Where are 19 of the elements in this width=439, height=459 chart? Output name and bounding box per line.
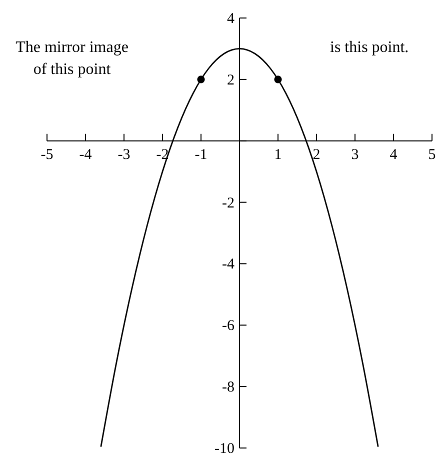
x-tick-label: -1 [194, 146, 208, 163]
y-tick-label: -2 [222, 195, 234, 212]
y-tick-label: -10 [214, 441, 234, 457]
y-tick-label: 4 [227, 11, 235, 27]
annotation: is this point. [330, 39, 409, 56]
y-tick-label: -4 [222, 256, 235, 273]
x-tick-label: 5 [428, 146, 436, 163]
annotation: The mirror image of this point [16, 39, 128, 78]
x-tick-label: 3 [351, 146, 359, 163]
y-tick-label: -8 [222, 380, 234, 396]
x-tick-label: 4 [390, 146, 398, 163]
x-tick-label: 1 [274, 146, 282, 163]
x-tick-label: -4 [79, 146, 92, 163]
x-tick-label: -3 [118, 146, 130, 163]
x-tick-label: -2 [156, 146, 169, 163]
x-tick-label: -5 [40, 146, 54, 163]
y-tick-label: -6 [222, 318, 235, 334]
y-tick-label: 2 [227, 72, 234, 88]
x-tick-label: 2 [312, 146, 320, 163]
